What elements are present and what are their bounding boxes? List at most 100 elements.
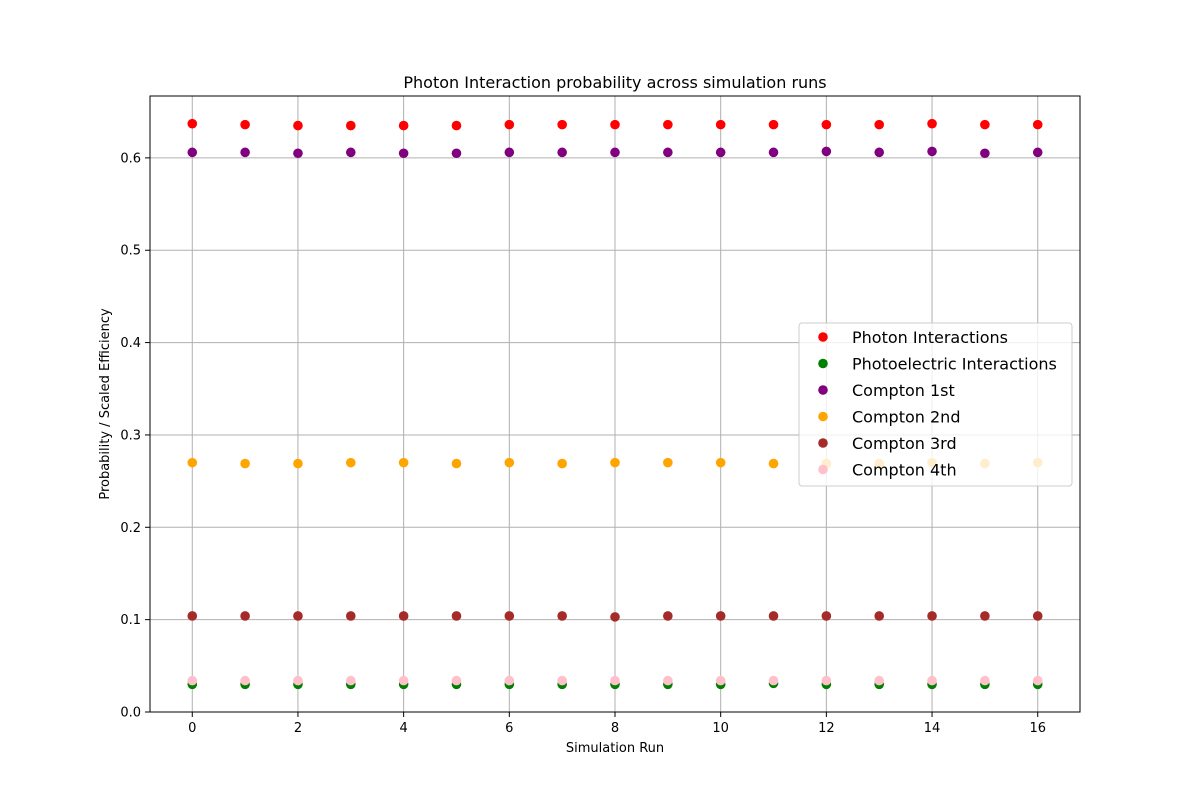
data-point [821,146,832,157]
data-point [610,457,620,468]
x-tick-label: 4 [399,721,407,736]
data-point [980,119,990,130]
legend-box [798,322,1073,487]
data-point [187,147,198,158]
data-point [1032,611,1043,621]
data-point [663,611,673,621]
y-tick-label: 0.1 [120,613,141,628]
data-point [240,611,250,621]
data-point [504,457,515,468]
data-point [557,611,567,621]
data-point [821,611,832,621]
axes: 0 2 4 6 8 10 12 14 16 0.0 0.1 0.2 0.3 0.4 0.5 0.6 [120,151,1046,736]
data-point [610,147,620,158]
data-point [557,675,567,686]
x-tick-label: 8 [611,721,619,736]
data-point [874,119,885,130]
data-point [451,675,462,686]
data-point [187,611,198,621]
series-4 [187,611,1043,622]
x-tick-label: 12 [818,721,835,736]
legend-label: Photon Interactions [852,328,1008,347]
data-point [187,118,198,129]
data-point [557,458,567,469]
data-point [293,148,303,159]
data-point [610,675,620,686]
x-tick-label: 6 [505,721,513,736]
legend-label: Compton 4th [852,461,957,480]
data-point [504,119,515,130]
y-tick-label: 0.3 [120,428,141,443]
legend-label: Compton 1st [852,381,955,400]
legend-marker [818,385,828,395]
data-point [398,457,409,468]
data-point [451,148,462,159]
y-tick-label: 0.2 [120,521,141,536]
y-tick-label: 0.0 [120,706,141,721]
legend-marker [818,332,828,342]
legend-marker [818,464,828,475]
legend-label: Photoelectric Interactions [852,355,1057,374]
data-point [293,611,303,621]
data-point [240,458,250,469]
data-point [821,119,832,130]
chart-title: Photon Interaction probability across si… [403,73,826,92]
data-point [451,458,462,469]
data-point [1032,147,1043,158]
data-point [504,611,515,621]
data-point [927,675,937,686]
data-point [345,457,356,468]
x-tick-label: 2 [294,721,302,736]
legend-marker [818,358,828,369]
series-2 [187,146,1043,159]
x-tick-label: 10 [712,721,729,736]
data-point [1032,119,1043,130]
data-point [768,458,779,469]
data-point [610,119,620,130]
data-point [398,611,409,621]
legend-label: Compton 3rd [852,434,957,453]
series-5 [187,675,1043,686]
data-point [874,611,885,621]
data-point [980,611,990,621]
data-point [715,611,726,621]
data-point [874,147,885,158]
data-point [980,675,990,686]
data-point [345,120,356,131]
data-point [504,147,515,158]
data-point [610,612,620,622]
data-point [345,675,356,686]
legend-label: Compton 2nd [852,408,960,427]
data-point [1032,675,1043,686]
y-axis-label: Probability / Scaled Efficiency [98,308,113,500]
x-axis-label: Simulation Run [566,741,664,756]
data-point [715,675,726,686]
data-point [293,675,303,686]
data-point [557,147,567,158]
data-point [663,457,673,468]
y-tick-label: 0.5 [120,244,141,259]
data-point [927,146,937,157]
data-point [663,119,673,130]
data-point [398,675,409,686]
data-point [240,675,250,686]
data-point [927,611,937,621]
data-point [980,148,990,159]
legend-marker [818,438,828,448]
data-point [715,457,726,468]
x-tick-label: 16 [1029,721,1046,736]
data-point [345,147,356,158]
data-point [504,675,515,686]
data-point [451,611,462,621]
data-point [398,148,409,159]
data-point [768,147,779,158]
data-point [345,611,356,621]
data-point [293,458,303,469]
series-0 [187,118,1043,131]
data-point [451,120,462,131]
data-point [187,457,198,468]
data-point [240,147,250,158]
data-point [768,611,779,621]
data-point [663,675,673,686]
legend-marker [818,411,828,422]
